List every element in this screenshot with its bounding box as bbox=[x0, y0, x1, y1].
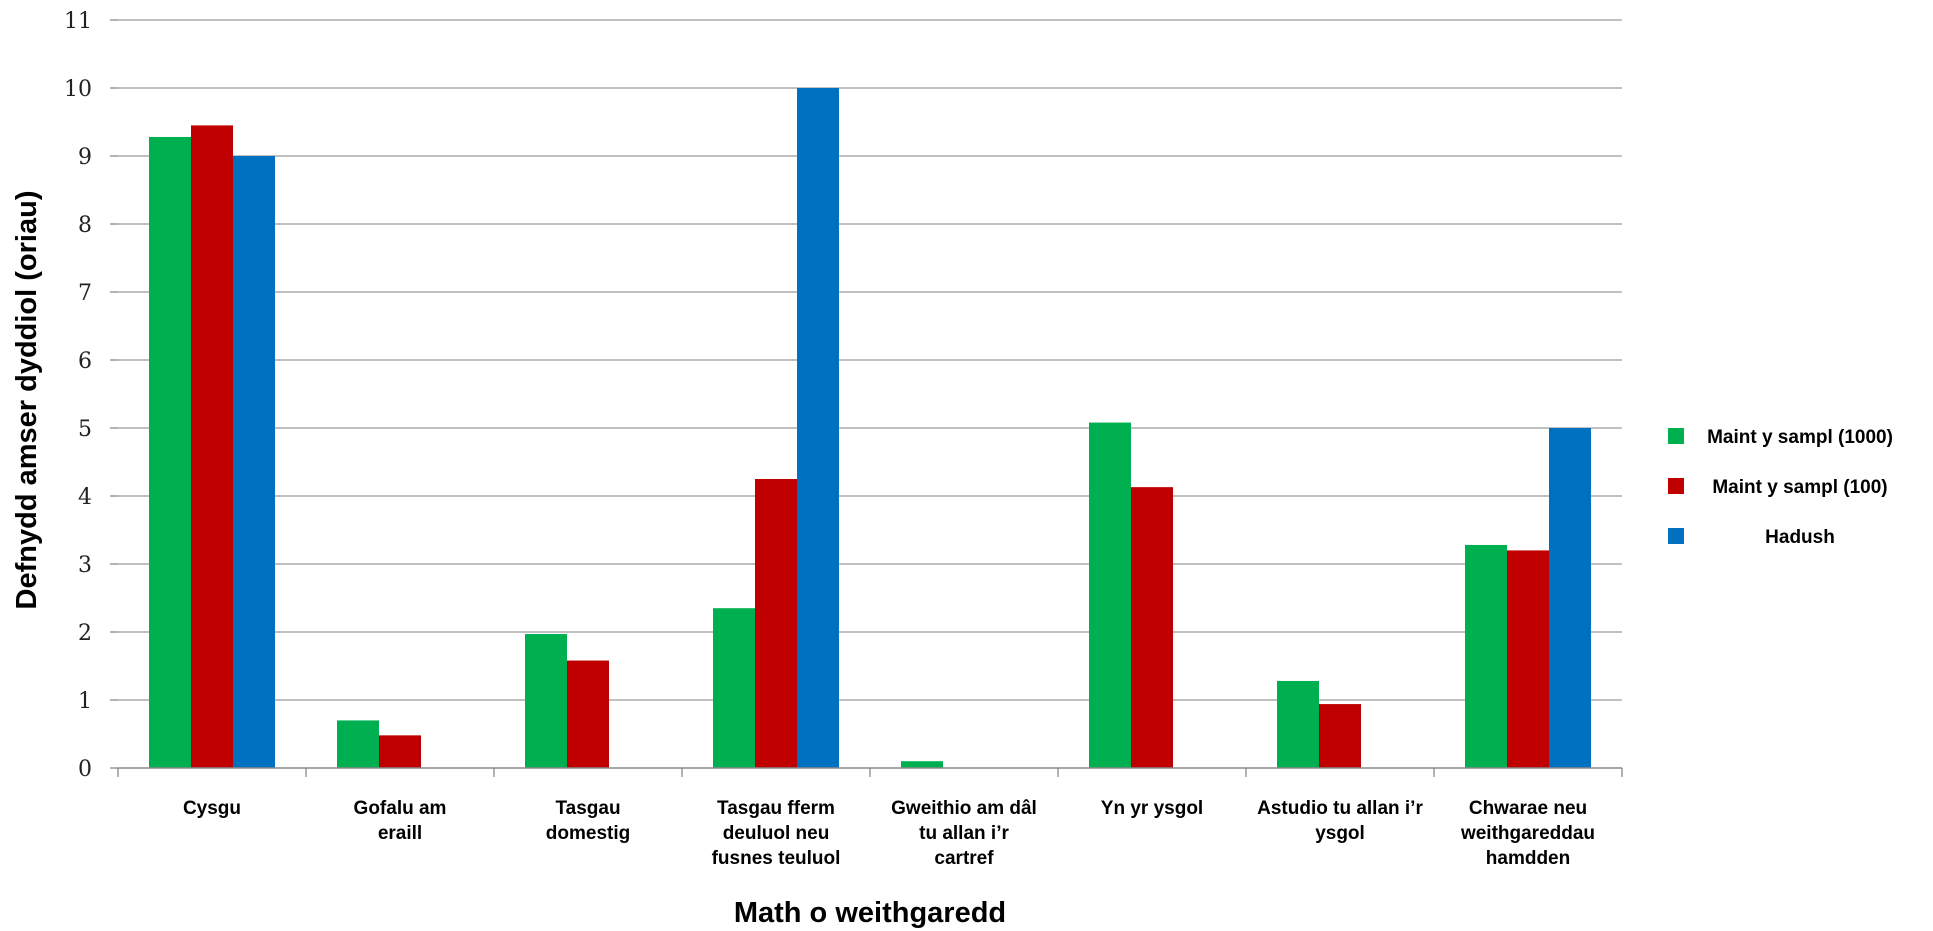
legend-label: Maint y sampl (100) bbox=[1712, 477, 1887, 498]
y-tick-labels: 0 1 2 3 4 5 6 7 8 9 10 11 bbox=[64, 9, 118, 782]
y-tick-label: 3 bbox=[78, 553, 92, 578]
grid-lines bbox=[118, 19, 1622, 701]
bar bbox=[337, 720, 379, 768]
bar bbox=[1549, 428, 1591, 768]
legend-label: Hadush bbox=[1765, 527, 1835, 548]
category-label: Gofalu am eraill bbox=[354, 798, 447, 844]
y-tick-label: 10 bbox=[64, 77, 92, 102]
y-tick-label: 11 bbox=[64, 9, 92, 34]
legend-label: Maint y sampl (1000) bbox=[1707, 427, 1893, 448]
bar bbox=[1131, 487, 1173, 768]
bar bbox=[1089, 422, 1131, 768]
x-tick-marks bbox=[117, 768, 1623, 777]
x-axis-title: Math o weithgaredd bbox=[734, 897, 1006, 929]
bar bbox=[1319, 704, 1361, 768]
y-tick-label: 4 bbox=[78, 485, 92, 510]
category-label: Tasgau domestig bbox=[546, 798, 630, 844]
y-tick-label: 8 bbox=[78, 213, 92, 238]
y-tick-label: 2 bbox=[78, 621, 92, 646]
bar bbox=[149, 136, 191, 768]
category-label: Cysgu bbox=[183, 798, 241, 819]
category-label: Chwarae neu weithgareddau hamdden bbox=[1460, 798, 1595, 869]
bar bbox=[233, 156, 275, 768]
legend-swatch bbox=[1668, 428, 1684, 444]
category-label: Astudio tu allan i’r ysgol bbox=[1257, 798, 1423, 844]
category-label: Yn yr ysgol bbox=[1101, 798, 1203, 819]
bars bbox=[149, 88, 1591, 768]
legend-swatch bbox=[1668, 528, 1684, 544]
category-labels: Cysgu Gofalu am eraill Tasgau domestig Tasgau… bbox=[183, 798, 1595, 869]
bar bbox=[797, 88, 839, 768]
bar bbox=[713, 608, 755, 768]
bar bbox=[1507, 550, 1549, 768]
y-axis-title: Defnydd amser dyddiol (oriau) bbox=[11, 191, 43, 610]
legend: Maint y sampl (1000) Maint y sampl (100) H… bbox=[1668, 427, 1893, 548]
y-tick-label: 9 bbox=[78, 145, 92, 170]
category-label: Tasgau fferm deuluol neu fusnes teuluol bbox=[712, 798, 841, 869]
bar bbox=[567, 660, 609, 768]
bar bbox=[1277, 680, 1319, 768]
legend-swatch bbox=[1668, 478, 1684, 494]
bar bbox=[755, 479, 797, 768]
y-tick-label: 0 bbox=[78, 757, 92, 782]
y-tick-label: 1 bbox=[78, 689, 92, 714]
y-tick-label: 5 bbox=[78, 417, 92, 442]
bar bbox=[191, 125, 233, 768]
y-tick-label: 6 bbox=[78, 349, 92, 374]
bar bbox=[525, 634, 567, 768]
category-label: Gweithio am dâl tu allan i’r cartref bbox=[891, 798, 1037, 869]
bar bbox=[1465, 544, 1507, 768]
bar bbox=[379, 735, 421, 768]
y-tick-label: 7 bbox=[78, 281, 92, 306]
bar bbox=[901, 761, 943, 768]
